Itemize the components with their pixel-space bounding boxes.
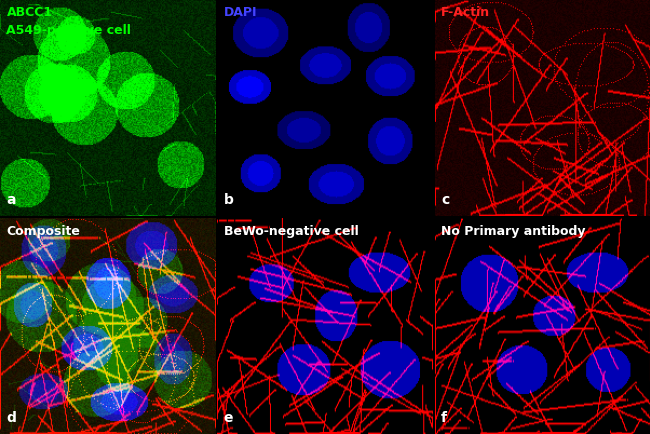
Text: DAPI: DAPI <box>224 7 257 20</box>
Text: b: b <box>224 193 234 207</box>
Text: ABCC1: ABCC1 <box>6 7 53 20</box>
Text: a: a <box>6 193 16 207</box>
Text: e: e <box>224 411 233 425</box>
Text: A549-positive cell: A549-positive cell <box>6 24 131 37</box>
Text: c: c <box>441 193 450 207</box>
Text: f: f <box>441 411 447 425</box>
Text: d: d <box>6 411 16 425</box>
Text: Composite: Composite <box>6 224 81 237</box>
Text: F-Actin: F-Actin <box>441 7 490 20</box>
Text: BeWo-negative cell: BeWo-negative cell <box>224 224 359 237</box>
Text: No Primary antibody: No Primary antibody <box>441 224 586 237</box>
